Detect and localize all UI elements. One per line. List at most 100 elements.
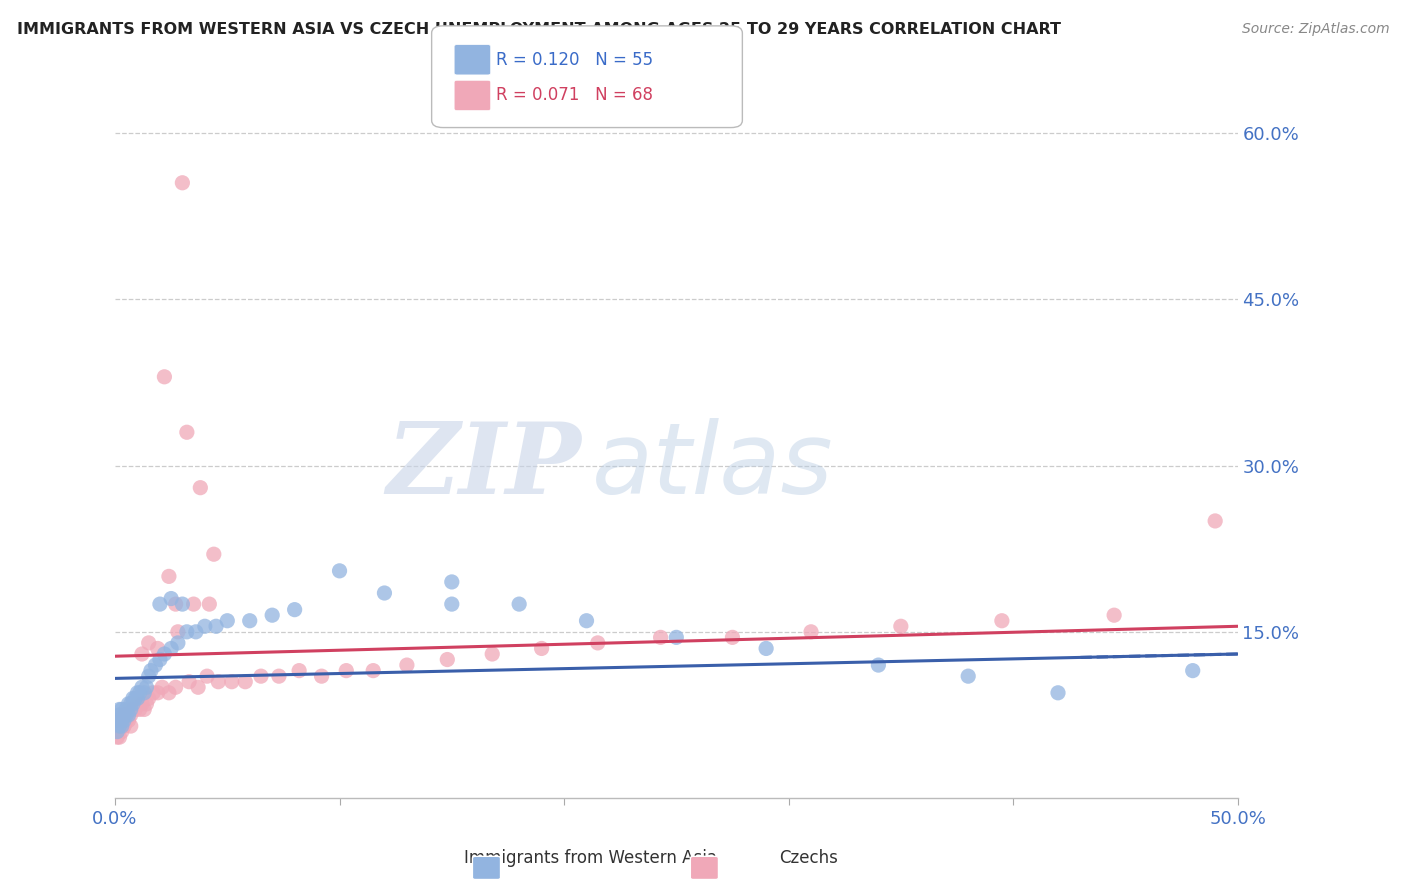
Point <box>134 702 156 716</box>
Point <box>105 714 128 728</box>
Text: R = 0.071   N = 68: R = 0.071 N = 68 <box>496 87 654 104</box>
Point <box>176 425 198 440</box>
Point <box>112 719 135 733</box>
Point <box>108 708 131 723</box>
Point <box>128 686 150 700</box>
Point <box>112 719 135 733</box>
Point <box>288 664 311 678</box>
Point <box>117 708 139 723</box>
Point <box>650 631 672 645</box>
Point <box>205 619 228 633</box>
Point <box>262 608 284 623</box>
Point <box>117 697 139 711</box>
Point <box>111 724 134 739</box>
Point <box>311 669 333 683</box>
Point <box>188 481 211 495</box>
Point <box>721 631 744 645</box>
Point <box>146 641 169 656</box>
Point <box>108 702 131 716</box>
Point <box>172 176 194 190</box>
Point <box>117 714 139 728</box>
Point <box>153 647 176 661</box>
Point <box>157 569 180 583</box>
Text: Czechs: Czechs <box>779 849 838 867</box>
Point <box>149 597 172 611</box>
Point <box>127 691 149 706</box>
Point <box>890 619 912 633</box>
Text: R = 0.120   N = 55: R = 0.120 N = 55 <box>496 51 654 69</box>
Point <box>108 719 131 733</box>
Point <box>1102 608 1125 623</box>
Point <box>139 664 162 678</box>
Point <box>135 680 157 694</box>
Point <box>755 641 778 656</box>
Point <box>250 669 273 683</box>
Point <box>165 597 187 611</box>
Point <box>122 691 145 706</box>
Point <box>145 658 167 673</box>
Text: Source: ZipAtlas.com: Source: ZipAtlas.com <box>1241 22 1389 37</box>
Point <box>128 702 150 716</box>
Point <box>146 686 169 700</box>
Point <box>440 597 463 611</box>
Point <box>361 664 384 678</box>
Point <box>1046 686 1069 700</box>
Text: atlas: atlas <box>592 418 834 515</box>
Point <box>165 680 187 694</box>
Point <box>115 702 138 716</box>
Point <box>481 647 503 661</box>
Point <box>198 597 221 611</box>
Point <box>108 708 131 723</box>
Point <box>172 597 194 611</box>
Point <box>179 674 201 689</box>
Point <box>131 697 153 711</box>
Point <box>112 714 135 728</box>
Point <box>112 708 135 723</box>
Point <box>1204 514 1226 528</box>
Point <box>153 369 176 384</box>
Point <box>138 669 160 683</box>
Point <box>120 697 142 711</box>
Point <box>239 614 262 628</box>
Point <box>120 719 142 733</box>
Point <box>167 624 190 639</box>
Point <box>127 697 149 711</box>
Point <box>138 636 160 650</box>
Point <box>105 724 128 739</box>
Point <box>202 547 225 561</box>
Point <box>665 631 688 645</box>
Point <box>131 647 153 661</box>
Point <box>267 669 290 683</box>
Point <box>150 680 173 694</box>
Point <box>575 614 598 628</box>
Point <box>157 686 180 700</box>
Point <box>115 708 138 723</box>
Point <box>373 586 395 600</box>
Point <box>207 674 229 689</box>
Point <box>436 652 458 666</box>
Point <box>328 564 350 578</box>
Point <box>111 719 134 733</box>
Point <box>117 702 139 716</box>
Point <box>112 708 135 723</box>
Point <box>111 714 134 728</box>
Point <box>187 680 209 694</box>
Point <box>115 714 138 728</box>
Point <box>530 641 553 656</box>
Point <box>135 697 157 711</box>
Point <box>217 614 239 628</box>
Text: IMMIGRANTS FROM WESTERN ASIA VS CZECH UNEMPLOYMENT AMONG AGES 25 TO 29 YEARS COR: IMMIGRANTS FROM WESTERN ASIA VS CZECH UN… <box>17 22 1062 37</box>
Point <box>122 697 145 711</box>
Point <box>124 702 146 716</box>
Point <box>184 624 207 639</box>
Point <box>160 641 183 656</box>
Point <box>142 686 165 700</box>
Point <box>105 714 128 728</box>
Point <box>111 719 134 733</box>
Point <box>183 597 205 611</box>
Point <box>124 691 146 706</box>
Point <box>233 674 256 689</box>
Point <box>138 691 160 706</box>
Point <box>991 614 1014 628</box>
Point <box>149 652 172 666</box>
